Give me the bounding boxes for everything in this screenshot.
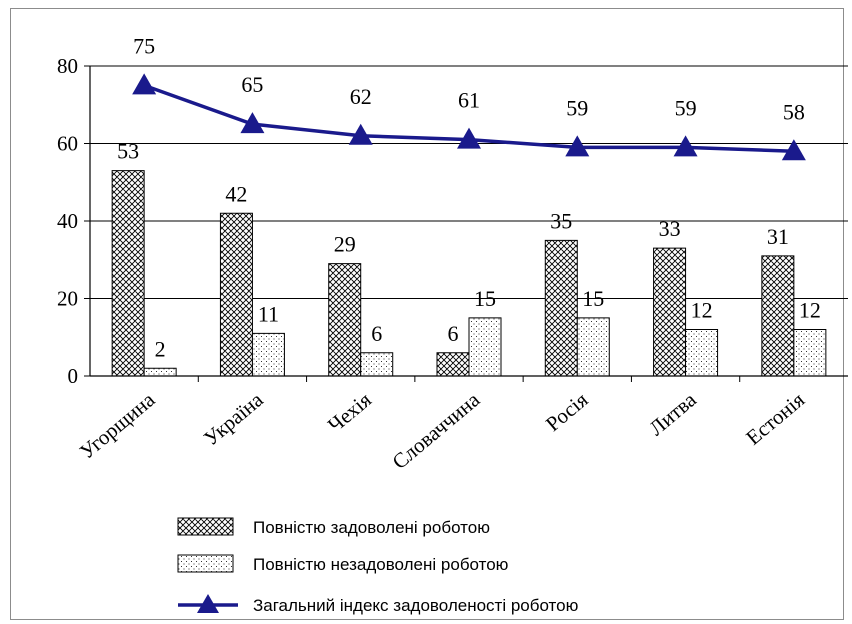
bar-value-label: 33 — [659, 216, 681, 241]
legend-swatch — [177, 554, 234, 573]
bar — [576, 317, 610, 377]
y-tick-label: 0 — [68, 364, 79, 388]
bar — [436, 352, 470, 377]
index-value-label: 75 — [133, 33, 155, 58]
legend-label: Загальний індекс задоволеності роботою — [253, 596, 579, 615]
bar-value-label: 53 — [117, 139, 139, 164]
bar-value-label: 35 — [550, 208, 572, 233]
legend-label: Повністю незадоволені роботою — [253, 555, 509, 574]
x-category-label: Україна — [199, 387, 268, 450]
legend-swatch — [177, 517, 234, 536]
y-tick-label: 20 — [57, 287, 78, 311]
bar — [761, 255, 795, 377]
bar-value-label: 6 — [448, 321, 459, 346]
bar — [685, 329, 719, 377]
legend: Повністю задоволені роботою Повністю неза… — [177, 517, 579, 615]
index-value-label: 65 — [241, 72, 263, 97]
bar — [219, 212, 253, 377]
bar-value-label: 11 — [258, 301, 279, 326]
axes: 0 20 40 60 80 Угорщина Україна Чехія Словаччина Р… — [57, 54, 848, 474]
triangle-marker — [348, 123, 373, 145]
triangle-marker — [565, 135, 590, 157]
index-value-label: 62 — [350, 84, 372, 109]
triangle-marker — [673, 135, 698, 157]
bar-value-label: 31 — [767, 224, 789, 249]
bar-value-label: 6 — [371, 321, 382, 346]
chart-frame — [10, 8, 844, 620]
bar — [793, 329, 827, 377]
y-tick-label: 60 — [57, 132, 78, 156]
triangle-marker — [132, 73, 157, 95]
index-value-label: 59 — [675, 95, 697, 120]
bar — [468, 317, 502, 377]
bar — [143, 367, 177, 377]
bar — [653, 247, 687, 377]
bar — [328, 263, 362, 377]
bar — [360, 352, 394, 377]
bar-value-label: 2 — [155, 336, 166, 361]
index-value-label: 59 — [566, 95, 588, 120]
bar-value-label: 15 — [582, 286, 604, 311]
bar-value-label: 29 — [334, 232, 356, 257]
bar-value-label: 12 — [691, 298, 713, 323]
legend-label: Повністю задоволені роботою — [253, 518, 490, 537]
bar-value-label: 15 — [474, 286, 496, 311]
legend-triangle-marker — [197, 594, 219, 613]
index-value-label: 58 — [783, 99, 805, 124]
x-category-label: Словаччина — [388, 387, 485, 474]
x-category-label: Чехія — [323, 387, 376, 437]
bar-value-label: 42 — [225, 181, 247, 206]
x-category-label: Угорщина — [75, 387, 160, 464]
bar — [251, 332, 285, 377]
bar-value-label: 12 — [799, 298, 821, 323]
y-tick-label: 40 — [57, 209, 78, 233]
triangle-marker — [240, 112, 265, 134]
y-tick-label: 80 — [57, 54, 78, 78]
x-category-label: Росія — [541, 387, 593, 436]
bar — [111, 170, 145, 377]
bar — [544, 239, 578, 377]
x-category-label: Естонія — [741, 387, 809, 449]
index-line — [132, 73, 806, 161]
x-category-label: Литва — [644, 387, 701, 440]
bars — [111, 170, 827, 377]
triangle-marker — [457, 127, 481, 149]
triangle-marker — [781, 139, 806, 161]
index-value-label: 61 — [458, 88, 480, 113]
data-labels: 53 2 42 11 29 6 6 15 35 15 33 12 31 12 75 65 62 61 59 59 58 — [117, 33, 821, 361]
